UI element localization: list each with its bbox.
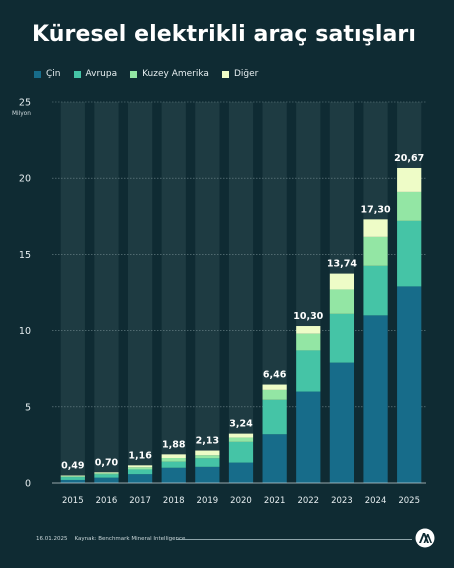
bar-segment-2024-3 xyxy=(363,219,388,237)
bar-total-label-2025: 20,67 xyxy=(394,153,424,164)
y-axis-label: Milyon xyxy=(12,111,31,117)
bar-segment-2015-2 xyxy=(60,476,85,478)
legend-label-other: Diğer xyxy=(233,69,259,79)
bar-segment-2019-3 xyxy=(195,450,220,456)
chart-legend: Çin Avrupa Kuzey Amerika Diğer xyxy=(34,69,258,79)
bar-segment-2021-2 xyxy=(262,389,287,400)
bar-segment-2022-0 xyxy=(296,391,321,483)
bar-segment-2020-3 xyxy=(228,433,254,438)
bar-segment-2015-0 xyxy=(60,479,85,483)
legend-label-europe: Avrupa xyxy=(85,69,118,79)
legend-swatch-north-america xyxy=(130,70,138,78)
x-tick-label-2021: 2021 xyxy=(264,496,286,506)
bar-segment-2019-2 xyxy=(195,455,220,459)
bar-segment-2020-1 xyxy=(228,441,254,463)
bar-total-label-2022: 10,30 xyxy=(293,311,323,322)
bar-segment-2022-3 xyxy=(296,326,321,334)
y-tick-label-0: 0 xyxy=(25,479,31,490)
legend-swatch-china xyxy=(34,70,41,78)
bar-segment-2020-0 xyxy=(228,462,254,483)
legend-swatch-other xyxy=(221,70,229,78)
bar-segment-2021-1 xyxy=(262,399,287,435)
footer-date: 16.01.2025 xyxy=(36,536,68,542)
legend-label-north-america: Kuzey Amerika xyxy=(142,69,209,79)
bar-segment-2019-0 xyxy=(195,466,220,483)
bar-segment-2024-2 xyxy=(363,236,388,266)
x-tick-label-2018: 2018 xyxy=(163,496,185,506)
bar-background-2016 xyxy=(94,102,119,483)
bar-total-label-2021: 6,46 xyxy=(263,370,287,381)
y-tick-label-20: 20 xyxy=(19,174,31,185)
bar-segment-2021-0 xyxy=(262,434,287,483)
bar-segment-2016-1 xyxy=(94,474,119,478)
bar-segment-2020-2 xyxy=(228,437,254,442)
bar-segment-2024-0 xyxy=(363,315,388,483)
bar-segment-2018-0 xyxy=(161,467,186,483)
bar-background-2015 xyxy=(60,102,85,483)
legend-label-china: Çin xyxy=(46,69,61,79)
bar-segment-2024-1 xyxy=(363,265,388,316)
legend-swatch-europe xyxy=(73,70,81,78)
bar-background-2017 xyxy=(127,102,153,483)
y-tick-label-5: 5 xyxy=(25,402,31,413)
legend-item-other: Diğer xyxy=(221,69,259,79)
bar-total-label-2018: 1,88 xyxy=(162,439,186,450)
bar-total-label-2015: 0,49 xyxy=(61,461,84,472)
bar-background-2019 xyxy=(195,102,220,483)
x-tick-label-2023: 2023 xyxy=(331,496,353,506)
bar-segment-2023-0 xyxy=(329,362,355,483)
bar-background-2018 xyxy=(161,102,186,483)
x-tick-label-2019: 2019 xyxy=(197,496,219,506)
x-tick-label-2024: 2024 xyxy=(365,496,387,506)
y-tick-label-10: 10 xyxy=(19,326,31,337)
bar-segment-2018-3 xyxy=(161,454,186,459)
bar-segment-2017-1 xyxy=(127,469,153,475)
bar-background-2020 xyxy=(228,102,254,483)
bar-segment-2017-2 xyxy=(127,467,153,470)
footer-divider xyxy=(176,539,412,540)
bar-segment-2025-2 xyxy=(397,191,422,221)
bar-segment-2017-0 xyxy=(127,474,153,483)
footer-source: Kaynak: Benchmark Mineral Intelligence xyxy=(74,536,186,542)
bar-segment-2018-1 xyxy=(161,461,186,468)
bar-segment-2016-3 xyxy=(94,472,119,474)
bar-total-label-2020: 3,24 xyxy=(229,419,253,430)
bar-segment-2018-2 xyxy=(161,458,186,462)
bar-total-label-2017: 1,16 xyxy=(128,450,152,461)
bar-segment-2023-2 xyxy=(329,289,355,314)
bar-segment-2025-0 xyxy=(397,286,422,483)
bar-total-label-2016: 0,70 xyxy=(95,457,119,468)
bar-segment-2015-1 xyxy=(60,477,85,480)
legend-item-north-america: Kuzey Amerika xyxy=(130,69,209,79)
bar-total-label-2024: 17,30 xyxy=(361,204,391,215)
x-tick-label-2016: 2016 xyxy=(96,496,118,506)
bar-total-label-2023: 13,74 xyxy=(327,259,357,270)
bar-segment-2023-1 xyxy=(329,313,355,363)
y-tick-label-25: 25 xyxy=(19,98,31,109)
x-tick-label-2020: 2020 xyxy=(230,496,252,506)
bar-segment-2015-3 xyxy=(60,475,85,477)
legend-item-europe: Avrupa xyxy=(73,69,118,79)
bar-segment-2023-3 xyxy=(329,273,355,290)
bar-segment-2025-3 xyxy=(397,167,422,192)
x-tick-label-2022: 2022 xyxy=(297,496,319,506)
bar-segment-2021-3 xyxy=(262,384,287,390)
legend-item-china: Çin xyxy=(34,69,61,79)
bar-segment-2022-2 xyxy=(296,333,321,351)
bar-segment-2022-1 xyxy=(296,350,321,392)
x-tick-label-2017: 2017 xyxy=(129,496,151,506)
x-tick-label-2025: 2025 xyxy=(398,496,420,506)
bar-segment-2017-3 xyxy=(127,465,153,468)
footer: 16.01.2025 Kaynak: Benchmark Mineral Int… xyxy=(36,536,185,542)
aa-logo-icon xyxy=(415,528,435,548)
x-tick-label-2015: 2015 xyxy=(62,496,84,506)
chart-title: Küresel elektrikli araç satışları xyxy=(32,22,417,47)
bar-segment-2019-1 xyxy=(195,458,220,467)
bar-segment-2025-1 xyxy=(397,220,422,287)
bar-segment-2016-2 xyxy=(94,473,119,475)
bar-total-label-2019: 2,13 xyxy=(196,436,219,447)
bar-segment-2016-0 xyxy=(94,477,119,483)
y-tick-label-15: 15 xyxy=(19,250,31,261)
